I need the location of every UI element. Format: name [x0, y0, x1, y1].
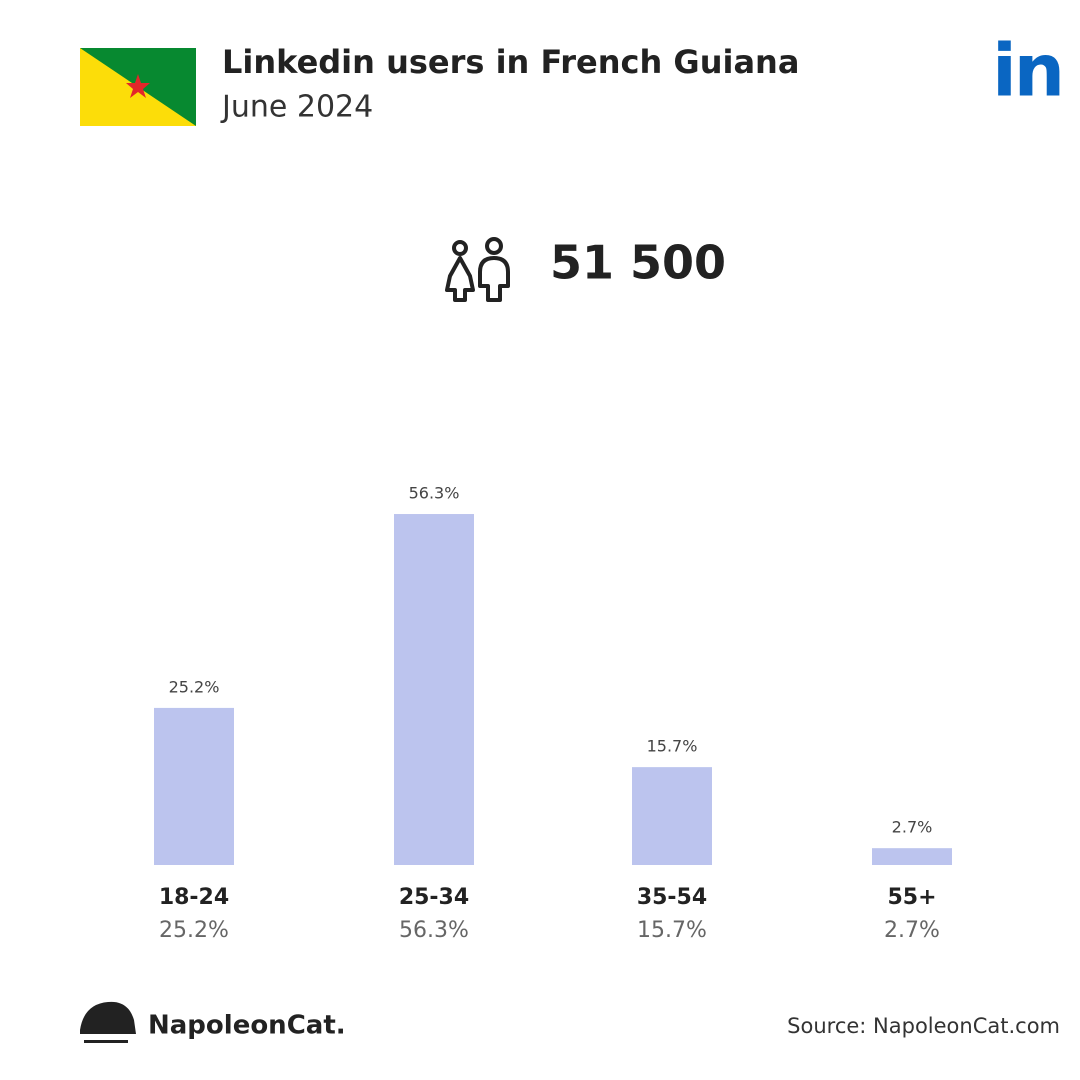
linkedin-logo: in [992, 29, 1062, 113]
category-percent: 25.2% [159, 918, 229, 943]
total-users: 51 500 [550, 236, 726, 290]
bar [154, 707, 234, 865]
category-label: 18-24 [159, 885, 229, 910]
flag [80, 48, 196, 126]
category-label: 55+ [887, 885, 936, 910]
bar [872, 848, 952, 865]
bar [632, 767, 712, 865]
value-label: 25.2% [169, 677, 220, 696]
source: Source: NapoleonCat.com [787, 1014, 1060, 1038]
category-percent: 56.3% [399, 918, 469, 943]
value-label: 15.7% [647, 737, 698, 756]
value-label: 2.7% [892, 818, 933, 837]
title: Linkedin users in French Guiana [222, 43, 799, 81]
users-icon [445, 237, 510, 302]
value-label: 56.3% [409, 484, 460, 503]
subtitle: June 2024 [220, 90, 373, 125]
category-percent: 15.7% [637, 918, 707, 943]
category-label: 35-54 [637, 885, 707, 910]
bar [394, 514, 474, 865]
category-label: 25-34 [399, 885, 469, 910]
category-percent: 2.7% [884, 918, 940, 943]
napoleoncat-logo-icon [80, 1001, 136, 1043]
bar-chart: 25.2% 18-24 25.2% 56.3% 25-34 56.3% 15.7% 35-54… [154, 484, 952, 943]
brand: NapoleonCat. [148, 1011, 346, 1041]
